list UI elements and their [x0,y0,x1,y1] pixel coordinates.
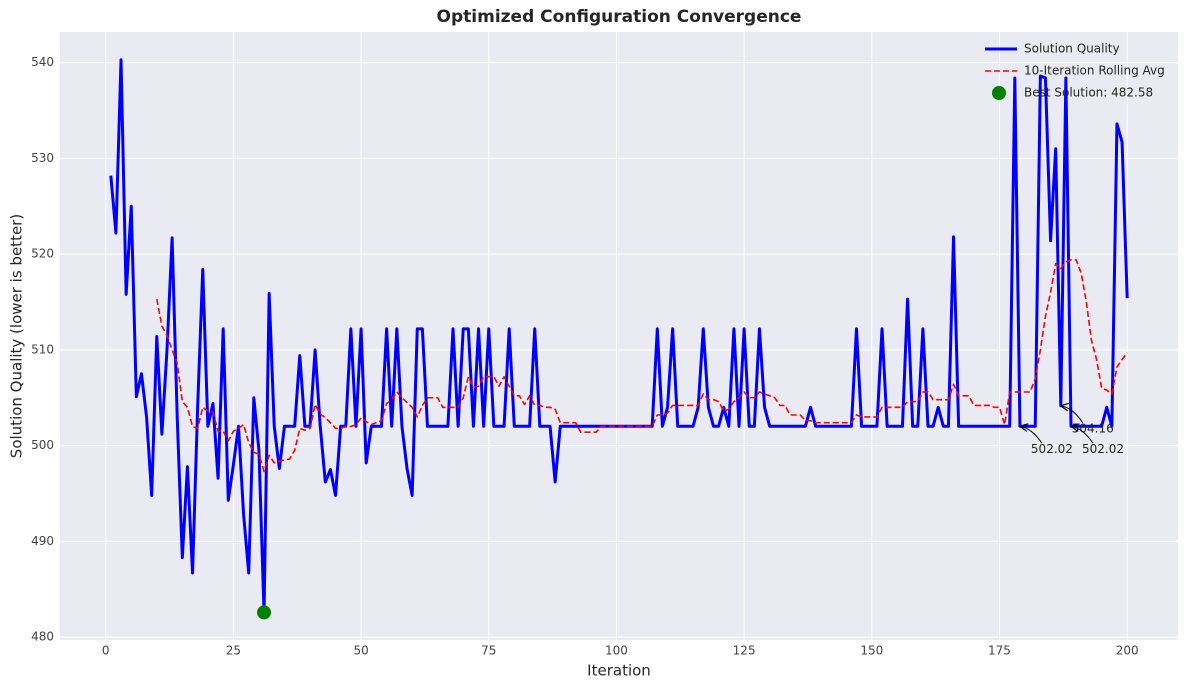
annotation-arrow [1071,426,1094,444]
chart-title: Optimized Configuration Convergence [437,7,802,27]
legend: Solution Quality 10-Iteration Rolling Avg… [985,42,1165,100]
x-tick-label: 50 [353,644,368,658]
y-tick-label: 520 [31,247,54,261]
x-tick-label: 125 [733,644,756,658]
series-line [155,259,1128,473]
annotation-label: 502.02 [1082,442,1124,456]
x-tick-label: 150 [860,644,883,658]
annotation-label: 502.02 [1031,442,1073,456]
x-axis-label: Iteration [587,662,651,680]
x-tick-label: 175 [988,644,1011,658]
y-tick-label: 530 [31,151,54,165]
legend-label: Solution Quality [1024,42,1120,56]
legend-swatch [992,86,1006,100]
x-tick-label: 75 [481,644,496,658]
x-tick-label: 100 [605,644,628,658]
y-tick-label: 500 [31,438,54,452]
legend-label: Best Solution: 482.58 [1024,86,1153,100]
y-tick-label: 490 [31,534,54,548]
y-axis-label: Solution Quality (lower is better) [8,214,26,458]
legend-label: 10-Iteration Rolling Avg [1024,64,1165,78]
x-tick-label: 200 [1116,644,1139,658]
x-tick-label: 0 [102,644,110,658]
annotation-arrow [1061,406,1084,424]
annotation-arrow [1020,426,1043,444]
y-tick-label: 480 [31,630,54,644]
y-tick-label: 510 [31,342,54,356]
best-point [257,605,272,620]
x-tick-label: 25 [226,644,241,658]
y-tick-label: 540 [31,55,54,69]
